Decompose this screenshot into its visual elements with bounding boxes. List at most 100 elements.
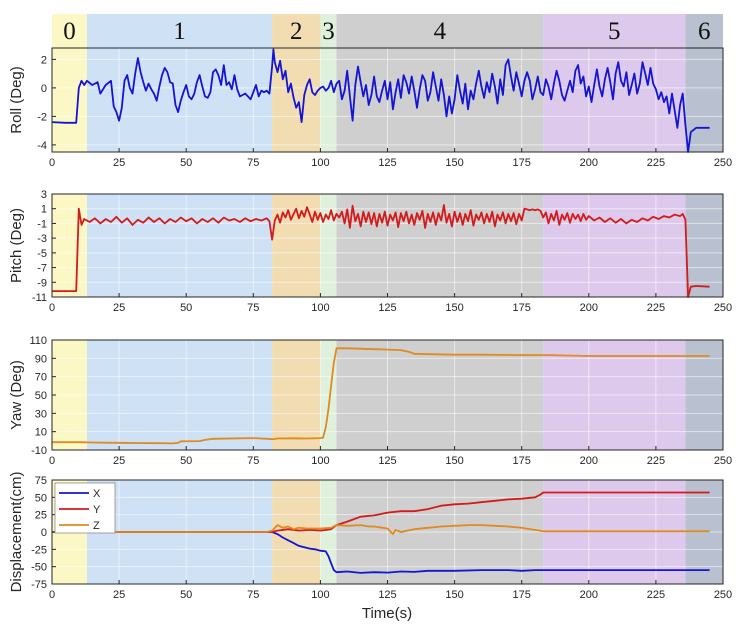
phase-header-bg-0 <box>52 14 87 48</box>
phase-region-3 <box>320 194 337 297</box>
series-line-X <box>52 531 710 574</box>
phase-header-bg-6 <box>685 14 723 48</box>
phase-label-3: 3 <box>322 18 335 45</box>
x-tick-label: 175 <box>513 455 531 467</box>
y-tick-label: -4 <box>37 140 47 152</box>
y-tick-label: 90 <box>35 353 47 365</box>
y-axis-title: Yaw (Deg) <box>8 360 25 430</box>
y-tick-label: 50 <box>35 390 47 402</box>
y-tick-label: 75 <box>35 475 47 487</box>
phase-label-5: 5 <box>608 18 621 45</box>
pitch-panel: 0 25 50 75 100 125 150 175 200 225 250-11-9-7-5-3-… <box>8 189 732 314</box>
x-tick-label: 75 <box>247 455 259 467</box>
phase-region-5 <box>543 194 686 297</box>
legend-label-Y: Y <box>93 504 101 516</box>
x-tick-label: 125 <box>378 589 396 601</box>
x-tick-label: 225 <box>647 157 665 169</box>
y-tick-label: -2 <box>37 111 47 123</box>
phase-region-1 <box>86 194 273 297</box>
y-tick-label: 110 <box>29 335 47 347</box>
x-tick-label: 50 <box>180 157 192 169</box>
x-tick-label: 175 <box>513 157 531 169</box>
x-tick-label: 75 <box>247 157 259 169</box>
x-tick-label: 50 <box>180 589 192 601</box>
x-tick-label: 125 <box>378 455 396 467</box>
x-tick-label: 0 <box>49 302 55 314</box>
x-tick-label: 75 <box>247 589 259 601</box>
x-tick-label: 250 <box>714 589 732 601</box>
x-tick-label: 25 <box>113 157 125 169</box>
y-tick-label: 1 <box>41 204 47 216</box>
x-axis-title: Time(s) <box>362 605 412 622</box>
series-line-0 <box>52 347 710 445</box>
x-tick-label: 100 <box>311 589 329 601</box>
yaw-panel: 0 25 50 75 100 125 150 175 200 225 250 -10 10 30 50 70 9… <box>8 335 732 467</box>
y-tick-label: 0 <box>41 83 47 95</box>
phase-header-bg-1 <box>86 14 273 48</box>
y-tick-label: -75 <box>31 579 47 591</box>
x-tick-label: 50 <box>180 302 192 314</box>
x-tick-label: 200 <box>580 157 598 169</box>
x-tick-label: 100 <box>311 302 329 314</box>
y-axis-title: Roll (Deg) <box>8 66 25 134</box>
x-tick-label: 250 <box>714 302 732 314</box>
y-tick-label: 3 <box>41 189 47 201</box>
y-tick-label: -11 <box>32 292 47 304</box>
x-tick-label: 175 <box>513 589 531 601</box>
series-line-Y <box>52 491 710 533</box>
x-tick-label: 25 <box>113 302 125 314</box>
legend-label-X: X <box>93 488 101 500</box>
y-tick-label: -7 <box>37 263 47 275</box>
x-tick-label: 225 <box>647 589 665 601</box>
series-line-0 <box>51 48 710 153</box>
phase-region-3 <box>320 48 337 152</box>
y-tick-label: 25 <box>35 510 47 522</box>
phase-label-4: 4 <box>434 18 447 45</box>
x-tick-label: 25 <box>113 455 125 467</box>
x-tick-label: 200 <box>580 589 598 601</box>
phase-region-4 <box>336 194 544 297</box>
phase-header-bg-5 <box>543 14 686 48</box>
phase-header-bg-3 <box>320 14 337 48</box>
y-tick-label: -5 <box>37 248 47 260</box>
phase-region-6 <box>685 194 723 297</box>
y-tick-label: -1 <box>37 218 47 230</box>
y-tick-label: 30 <box>35 408 47 420</box>
x-tick-label: 0 <box>49 157 55 169</box>
series-line-Z <box>52 524 710 535</box>
y-tick-label: 50 <box>35 492 47 504</box>
x-tick-label: 250 <box>714 455 732 467</box>
x-tick-label: 225 <box>647 302 665 314</box>
x-tick-label: 150 <box>445 302 463 314</box>
y-tick-label: -50 <box>31 562 47 574</box>
x-tick-label: 75 <box>247 302 259 314</box>
x-tick-label: 150 <box>445 455 463 467</box>
x-tick-label: 250 <box>714 157 732 169</box>
phase-label-1: 1 <box>173 18 186 45</box>
x-tick-label: 200 <box>580 455 598 467</box>
series-line-0 <box>52 204 710 298</box>
x-tick-label: 150 <box>445 589 463 601</box>
roll-panel: 0 25 50 75 100 125 150 175 200 225 250 -4 -2 0 2 Roll (… <box>8 47 732 169</box>
phase-header-bg-2 <box>272 14 321 48</box>
phase-label-2: 2 <box>290 18 303 45</box>
x-tick-label: 50 <box>180 455 192 467</box>
x-tick-label: 25 <box>113 589 125 601</box>
phase-region-1 <box>86 48 273 152</box>
x-tick-label: 175 <box>513 302 531 314</box>
legend-label-Z: Z <box>93 520 100 532</box>
x-tick-label: 125 <box>378 302 396 314</box>
y-tick-label: -10 <box>31 445 47 457</box>
y-tick-label: 2 <box>41 54 47 66</box>
phase-region-0 <box>52 194 87 297</box>
y-axis-title: Pitch (Deg) <box>8 208 25 283</box>
phase-region-6 <box>685 48 723 152</box>
y-tick-label: -9 <box>37 277 47 289</box>
x-tick-label: 0 <box>49 589 55 601</box>
y-axis-title: Displacement(cm) <box>8 472 25 593</box>
y-tick-label: 10 <box>35 427 47 439</box>
y-tick-label: 0 <box>41 527 47 539</box>
phase-label-6: 6 <box>698 18 711 45</box>
phase-region-0 <box>52 48 87 152</box>
